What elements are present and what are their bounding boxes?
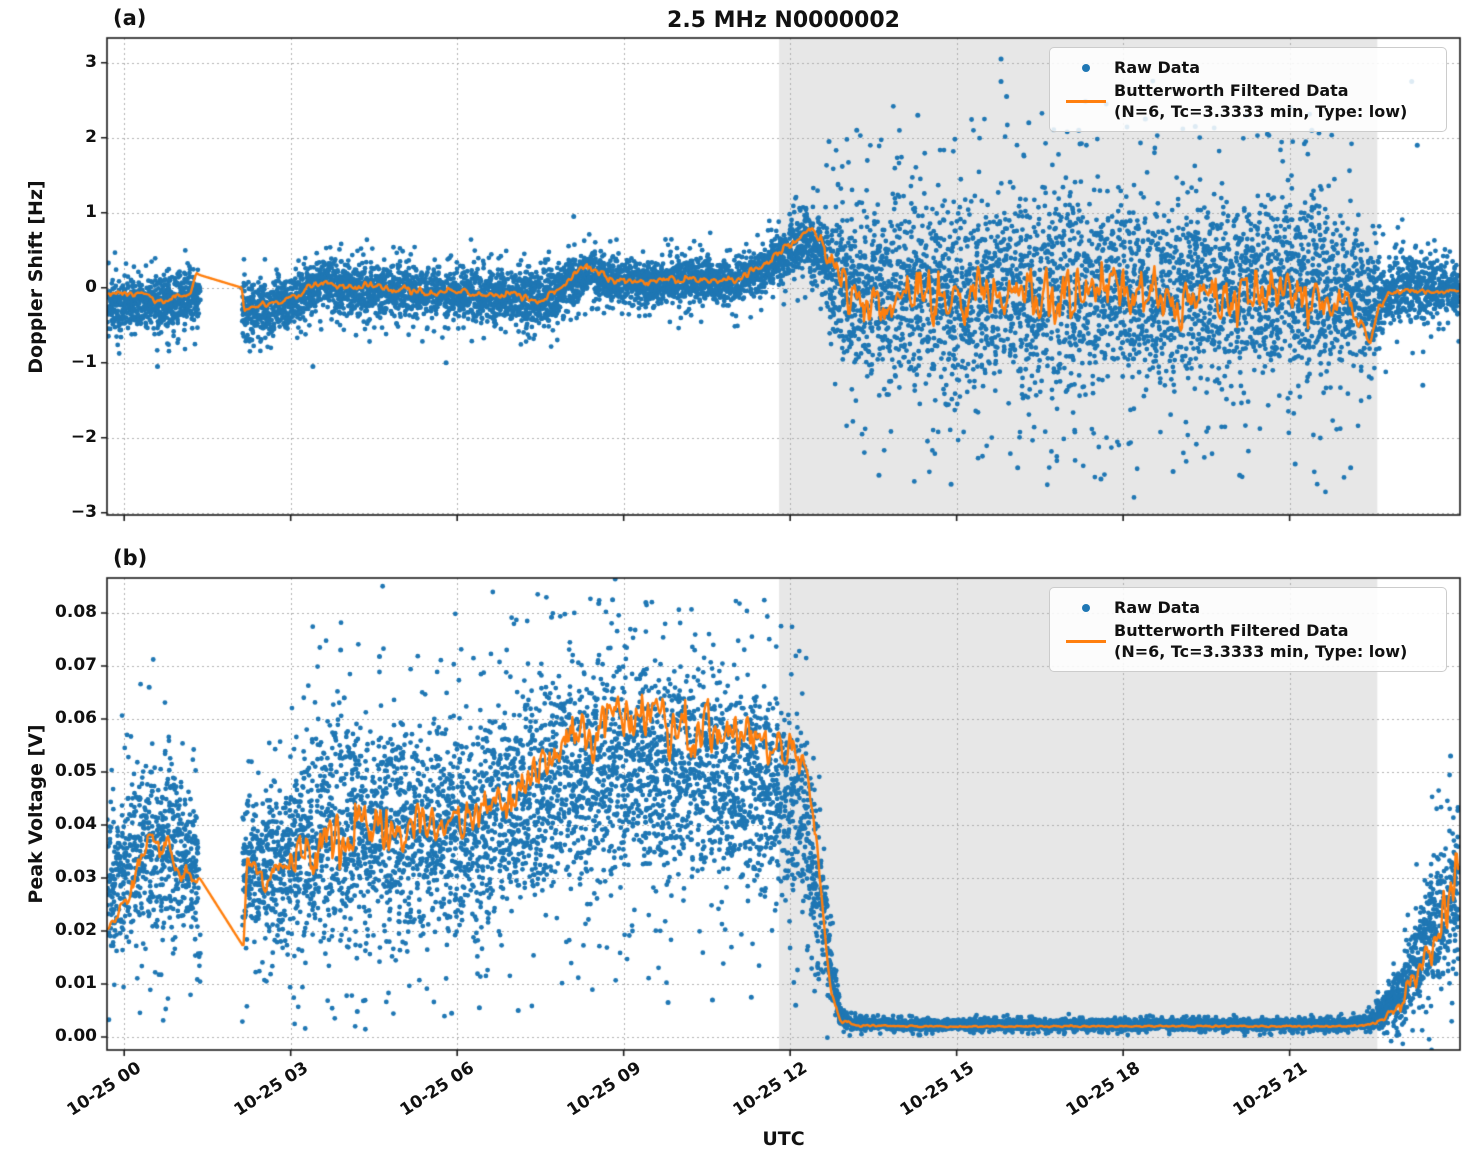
raw-data-marker: [1082, 603, 1090, 612]
raw-data-marker: [1082, 63, 1090, 72]
legend-raw-label: Raw Data: [1114, 58, 1200, 77]
y-tick-label: −3: [70, 501, 97, 522]
x-axis-label: UTC: [762, 1128, 805, 1150]
panel-label-a: (a): [113, 6, 147, 30]
legend-filtered-sublabel: (N=6, Tc=3.3333 min, Type: low): [1114, 642, 1408, 661]
legend-filtered-sublabel: (N=6, Tc=3.3333 min, Type: low): [1114, 102, 1408, 121]
legend-panel-a: Raw Data Butterworth Filtered Data (N=6,…: [1049, 47, 1447, 132]
filtered-line-marker: [1066, 639, 1106, 643]
legend-marker-cell: [1058, 99, 1114, 103]
y-tick-label: 0.05: [55, 760, 97, 781]
y-tick-label: −1: [70, 351, 97, 372]
legend-marker-cell: [1058, 63, 1114, 72]
legend-marker-cell: [1058, 639, 1114, 643]
y-tick-label: 0.00: [55, 1026, 97, 1046]
chart-title: 2.5 MHz N0000002: [667, 8, 900, 33]
legend-raw-label: Raw Data: [1114, 598, 1200, 617]
legend-marker-cell: [1058, 603, 1114, 612]
legend-filtered-label: Butterworth Filtered Data: [1114, 621, 1349, 640]
y-tick-label: 0: [85, 276, 97, 297]
filtered-line-marker: [1066, 99, 1106, 103]
y-tick-label: 0.08: [55, 601, 97, 622]
legend-filtered-label: Butterworth Filtered Data: [1114, 81, 1349, 100]
y-tick-label: 3: [85, 51, 97, 72]
y-tick-label: 0.07: [55, 654, 97, 675]
y-tick-label: −2: [70, 426, 97, 447]
y-tick-label: 1: [85, 201, 97, 222]
legend-panel-b: Raw Data Butterworth Filtered Data (N=6,…: [1049, 587, 1447, 672]
y-tick-label: 0.01: [55, 973, 97, 993]
y-tick-label: 0.06: [55, 707, 97, 728]
y-tick-label: 0.03: [55, 867, 97, 887]
y-tick-label: 0.04: [55, 813, 97, 834]
y-tick-label: 0.02: [55, 920, 97, 940]
panel-label-b: (b): [113, 546, 148, 570]
y-tick-label: 2: [85, 126, 97, 147]
